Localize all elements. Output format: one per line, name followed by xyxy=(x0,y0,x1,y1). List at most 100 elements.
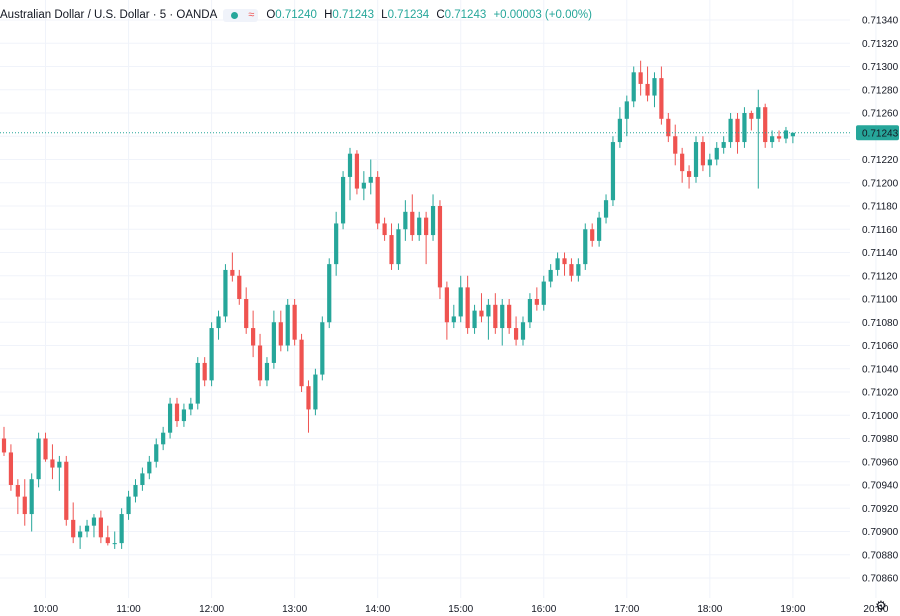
candle xyxy=(389,223,394,270)
price-axis[interactable]: 0.71340 0.71320 0.71300 0.71280 0.71260 0.712… xyxy=(862,16,899,585)
candle-body xyxy=(327,264,332,323)
candle-body xyxy=(8,452,14,485)
candle-body xyxy=(354,153,360,189)
candle xyxy=(271,310,276,369)
candle xyxy=(50,444,55,480)
candle xyxy=(790,132,795,144)
candle xyxy=(195,357,200,410)
candle-body xyxy=(271,322,276,363)
candle-body xyxy=(763,107,768,143)
candle xyxy=(451,304,456,329)
candle-body xyxy=(451,316,456,323)
candle xyxy=(237,269,242,305)
candle-body xyxy=(707,159,712,166)
candle-body xyxy=(638,72,643,84)
candle-body xyxy=(264,362,270,381)
candle xyxy=(43,432,48,462)
candle-body xyxy=(590,229,595,241)
candle-body xyxy=(424,217,429,236)
candle xyxy=(430,194,436,241)
candle xyxy=(340,171,346,230)
candle xyxy=(562,252,567,276)
ohlc-values: O0.71240 H0.71243 L0.71234 C0.71243 +0.0… xyxy=(266,9,596,21)
candle-body xyxy=(500,304,505,329)
low-value: 0.71234 xyxy=(387,9,430,21)
candle-body xyxy=(610,142,616,201)
x-tick-label: 20:00 xyxy=(863,604,888,615)
candle xyxy=(320,316,325,381)
candle-body xyxy=(147,461,152,474)
candle xyxy=(479,293,484,323)
candle xyxy=(368,159,373,195)
candle-body xyxy=(36,438,41,480)
candle xyxy=(133,479,138,503)
last-price-tag: 0.71243 xyxy=(856,125,899,141)
y-tick-label: 0.70920 xyxy=(862,504,899,515)
settings-gear-icon[interactable]: ⚙ xyxy=(875,598,887,613)
last-price-tag-bg xyxy=(856,125,899,141)
y-tick-label: 0.71140 xyxy=(862,248,898,259)
candle xyxy=(693,136,699,183)
candle-body xyxy=(167,403,173,433)
symbol-title[interactable]: Australian Dollar / U.S. Dollar · 5 · OA… xyxy=(0,9,218,21)
candle-body xyxy=(776,136,782,139)
candle xyxy=(444,281,449,340)
candle-body xyxy=(396,229,401,265)
candle-body xyxy=(700,142,706,166)
candle xyxy=(306,380,311,433)
candle xyxy=(583,223,588,270)
candle-body xyxy=(507,304,512,329)
candle xyxy=(154,438,159,468)
x-tick-label: 18:00 xyxy=(697,604,722,615)
last-price-label: 0.71243 xyxy=(862,128,899,139)
candle xyxy=(576,258,581,282)
candle-body xyxy=(790,132,795,137)
y-tick-label: 0.71340 xyxy=(862,16,899,27)
candle-body xyxy=(126,496,131,515)
candle-body xyxy=(617,118,622,143)
candle xyxy=(188,397,193,416)
y-tick-label: 0.71320 xyxy=(862,39,899,50)
candle xyxy=(327,258,332,329)
candle-body xyxy=(465,287,470,329)
candle xyxy=(119,508,124,549)
y-tick-label: 0.70880 xyxy=(862,550,899,561)
y-tick-label: 0.70900 xyxy=(862,527,899,538)
candle-body xyxy=(721,142,726,148)
candle xyxy=(264,357,270,387)
candle-body xyxy=(527,299,533,323)
candle-body xyxy=(686,171,692,177)
candle xyxy=(167,397,173,439)
candle-body xyxy=(112,543,117,545)
candle xyxy=(721,136,726,154)
candle xyxy=(361,171,366,201)
x-tick-label: 11:00 xyxy=(116,604,141,615)
status-pill[interactable]: ≈ xyxy=(223,8,259,22)
candle-body xyxy=(1,438,7,453)
candle-body xyxy=(555,258,560,270)
open-label: O xyxy=(266,9,276,21)
candle-body xyxy=(652,78,657,96)
candle-body xyxy=(770,136,775,143)
candle xyxy=(603,194,609,224)
x-tick-label: 12:00 xyxy=(199,604,224,615)
candle-body xyxy=(513,328,519,340)
y-tick-label: 0.71280 xyxy=(862,85,899,96)
candle-body xyxy=(78,531,83,538)
candle-body xyxy=(403,211,408,230)
candle xyxy=(57,455,62,491)
candle xyxy=(424,211,429,265)
candle xyxy=(770,130,775,148)
candle xyxy=(375,171,380,230)
time-axis[interactable]: 10:00 11:00 12:00 13:00 14:00 15:00 16:00 17:00… xyxy=(33,604,900,615)
candle xyxy=(299,333,304,392)
high-label: H xyxy=(324,9,333,21)
candle xyxy=(569,258,574,282)
candle xyxy=(707,153,712,177)
high-value: 0.71243 xyxy=(332,9,374,21)
candle-body xyxy=(410,211,415,236)
candle-body xyxy=(84,525,90,532)
candle xyxy=(202,357,207,387)
candle xyxy=(756,89,761,189)
